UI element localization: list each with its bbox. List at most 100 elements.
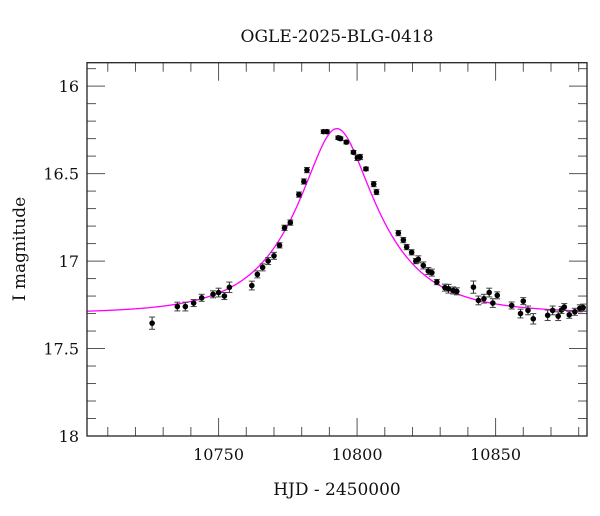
data-marker [324, 128, 330, 135]
data-marker [420, 262, 427, 269]
y-tick-label: 18 [59, 427, 79, 446]
data-marker [408, 249, 415, 256]
data-point [400, 236, 407, 244]
data-marker [304, 167, 310, 173]
data-point [265, 257, 272, 266]
data-marker [486, 289, 493, 296]
y-axis-label: I magnitude [10, 197, 30, 301]
chart-title: OGLE-2025-BLG-0418 [241, 27, 434, 47]
data-marker [254, 271, 261, 278]
data-point [508, 301, 515, 310]
data-point [395, 229, 402, 237]
data-point [571, 307, 578, 316]
data-marker [475, 297, 482, 304]
data-marker [226, 284, 233, 291]
data-marker [555, 313, 561, 319]
data-point [520, 297, 527, 306]
data-marker [481, 295, 487, 302]
data-point [350, 149, 357, 156]
data-marker [198, 295, 205, 301]
data-marker [544, 312, 551, 319]
data-point [486, 287, 493, 298]
y-tick-label: 17 [59, 252, 79, 271]
data-marker [259, 264, 266, 271]
data-marker [249, 282, 255, 289]
data-point [555, 311, 562, 322]
data-point [174, 301, 181, 312]
data-point [190, 299, 197, 308]
data-marker [520, 298, 527, 304]
data-point [337, 135, 344, 142]
data-point [530, 313, 537, 325]
data-point [295, 191, 302, 198]
data-marker [561, 304, 568, 310]
data-marker [343, 139, 350, 145]
data-point [566, 310, 573, 319]
data-point [215, 287, 222, 298]
data-point [580, 303, 587, 312]
data-point [470, 280, 477, 294]
data-marker [215, 289, 222, 296]
data-point [259, 263, 266, 272]
data-marker [525, 307, 531, 314]
data-point [403, 243, 410, 251]
data-point [561, 303, 568, 312]
data-point [362, 166, 369, 172]
data-marker [363, 166, 369, 172]
data-marker [296, 191, 302, 198]
data-point [428, 268, 435, 277]
data-marker [415, 256, 422, 263]
data-point [323, 128, 330, 135]
data-marker [400, 237, 407, 243]
data-point [433, 278, 440, 286]
data-marker [350, 149, 357, 156]
data-point [300, 178, 307, 185]
data-point [182, 301, 189, 312]
data-marker [149, 320, 155, 326]
data-point [480, 293, 487, 304]
data-point [303, 166, 310, 174]
x-axis-label: HJD - 2450000 [273, 480, 401, 500]
data-point [357, 153, 364, 161]
data-marker [357, 154, 363, 160]
data-point [408, 249, 415, 256]
data-point [544, 309, 551, 322]
data-point [453, 287, 460, 296]
data-marker [429, 269, 435, 276]
data-point [549, 305, 556, 316]
data-point [248, 280, 255, 291]
data-marker [572, 308, 578, 315]
data-marker [580, 304, 586, 311]
data-marker [190, 300, 197, 306]
data-marker [182, 303, 189, 310]
data-marker [395, 230, 402, 236]
data-point [415, 255, 422, 264]
data-point [517, 308, 524, 319]
data-marker [281, 225, 288, 231]
data-marker [470, 284, 477, 290]
x-tick-label: 10850 [470, 445, 521, 464]
x-tick-labels: 10750 10800 10850 [193, 445, 521, 464]
x-tick-label: 10800 [332, 445, 383, 464]
data-point [494, 291, 501, 300]
data-point [149, 316, 156, 330]
data-marker [276, 242, 283, 249]
data-marker [490, 300, 496, 306]
data-point [276, 242, 283, 249]
data-point [198, 293, 205, 302]
model-curve [86, 127, 588, 312]
data-marker [530, 315, 537, 322]
data-point [343, 139, 350, 145]
plot-frame [86, 62, 588, 437]
data-point [226, 281, 233, 294]
data-marker [301, 178, 307, 185]
y-tick-labels: 16 16.5 17 17.5 18 [43, 77, 79, 446]
data-marker [494, 292, 501, 299]
data-marker [508, 302, 515, 309]
x-tick-label: 10750 [193, 445, 244, 464]
data-point [210, 290, 217, 299]
data-marker [174, 303, 181, 310]
data-marker [210, 291, 216, 298]
data-point [373, 188, 380, 196]
